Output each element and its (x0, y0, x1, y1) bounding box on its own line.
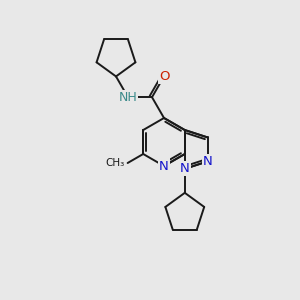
Text: NH: NH (118, 91, 137, 104)
Text: N: N (180, 162, 190, 175)
Text: CH₃: CH₃ (105, 158, 124, 168)
Text: N: N (159, 160, 169, 172)
Text: O: O (159, 70, 169, 83)
Text: N: N (203, 155, 212, 168)
